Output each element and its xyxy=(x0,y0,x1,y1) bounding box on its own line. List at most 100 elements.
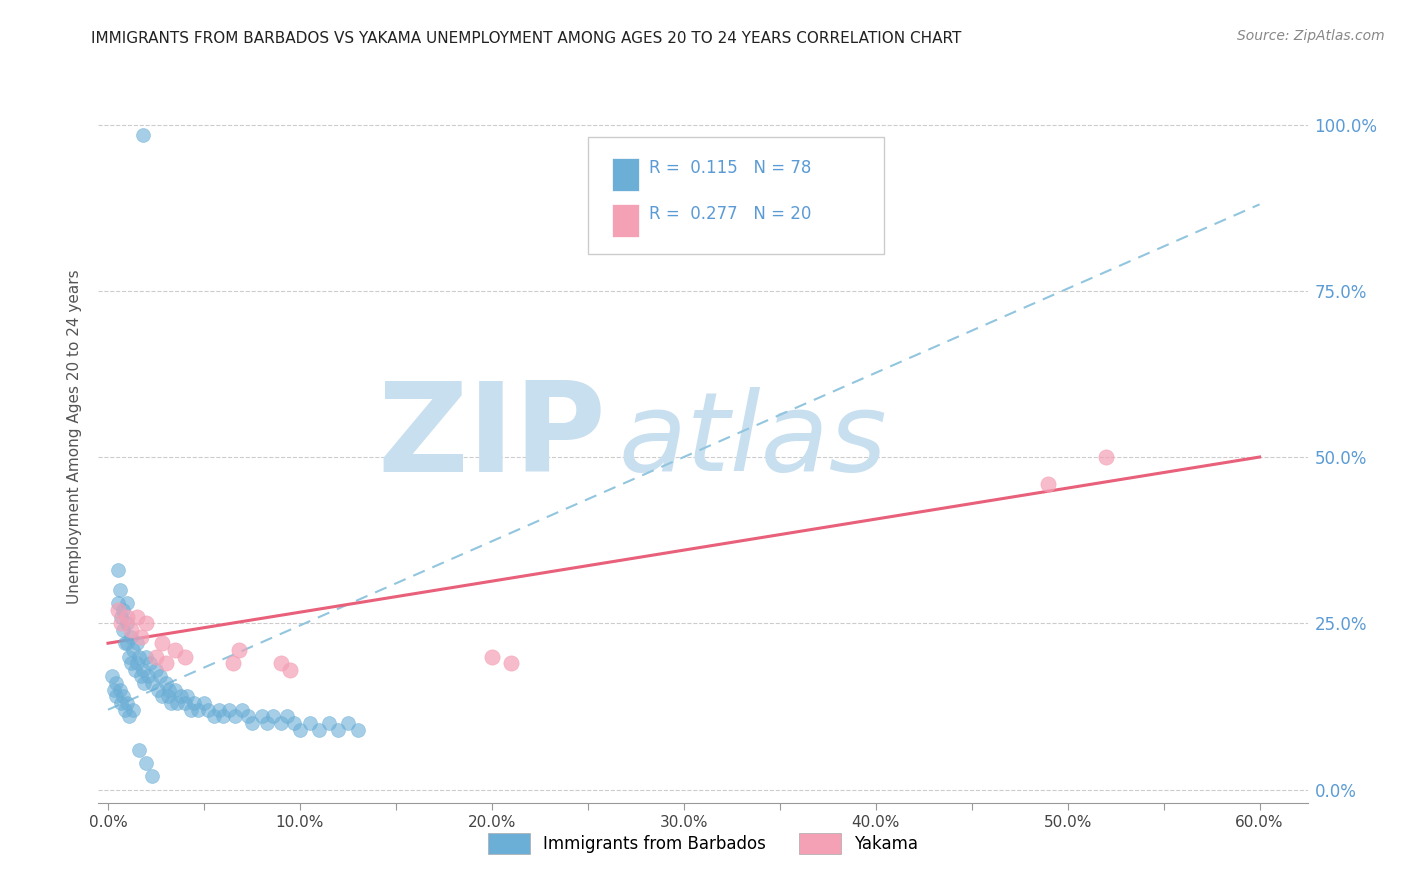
Point xyxy=(231,703,253,717)
Text: IMMIGRANTS FROM BARBADOS VS YAKAMA UNEMPLOYMENT AMONG AGES 20 TO 24 YEARS CORREL: IMMIGRANTS FROM BARBADOS VS YAKAMA UNEMP… xyxy=(91,31,962,46)
Point xyxy=(122,643,145,657)
Point xyxy=(112,603,135,617)
Point xyxy=(134,676,156,690)
Point xyxy=(1038,476,1060,491)
Point xyxy=(170,690,193,704)
Point xyxy=(141,769,163,783)
Point xyxy=(193,696,215,710)
Point xyxy=(141,676,163,690)
Point xyxy=(240,716,263,731)
Point xyxy=(173,649,195,664)
Point xyxy=(131,663,153,677)
Point xyxy=(159,682,181,697)
Point xyxy=(1095,450,1118,464)
Point xyxy=(110,696,132,710)
Point xyxy=(173,696,195,710)
Point xyxy=(197,703,219,717)
Point xyxy=(212,709,235,723)
Point xyxy=(280,663,302,677)
Point xyxy=(155,656,177,670)
Point xyxy=(139,656,162,670)
Point xyxy=(308,723,330,737)
Point xyxy=(218,703,240,717)
Point xyxy=(128,742,150,756)
Point xyxy=(156,690,179,704)
FancyBboxPatch shape xyxy=(588,137,884,254)
Point xyxy=(115,636,138,650)
Point xyxy=(120,656,142,670)
Point xyxy=(145,663,167,677)
Point xyxy=(124,663,146,677)
Point xyxy=(110,616,132,631)
Point xyxy=(149,669,172,683)
Point xyxy=(176,690,198,704)
Point xyxy=(262,709,284,723)
Text: atlas: atlas xyxy=(619,387,887,494)
Point xyxy=(288,723,311,737)
Point xyxy=(236,709,259,723)
Point xyxy=(135,756,157,770)
Point xyxy=(101,669,124,683)
Point xyxy=(115,616,138,631)
Point xyxy=(155,676,177,690)
Point xyxy=(125,656,148,670)
Point xyxy=(135,616,157,631)
Point xyxy=(136,669,159,683)
Point xyxy=(250,709,273,723)
Point xyxy=(108,582,131,597)
Point xyxy=(187,703,209,717)
Point xyxy=(115,596,138,610)
Point xyxy=(270,716,292,731)
Point xyxy=(336,716,359,731)
Point xyxy=(499,656,522,670)
Point xyxy=(104,676,127,690)
Point xyxy=(120,630,142,644)
Point xyxy=(160,696,183,710)
Point xyxy=(107,596,129,610)
Point xyxy=(110,609,132,624)
Point xyxy=(202,709,225,723)
Point xyxy=(150,690,173,704)
Point xyxy=(145,649,167,664)
Point xyxy=(115,696,138,710)
Point xyxy=(135,649,157,664)
Point xyxy=(146,682,169,697)
Point xyxy=(104,690,127,704)
Point xyxy=(107,563,129,577)
Legend: Immigrants from Barbados, Yakama: Immigrants from Barbados, Yakama xyxy=(481,827,925,860)
Point xyxy=(103,682,125,697)
Point xyxy=(328,723,350,737)
Point xyxy=(256,716,278,731)
Point xyxy=(346,723,368,737)
Point xyxy=(180,703,202,717)
Point xyxy=(481,649,503,664)
Point xyxy=(318,716,340,731)
Point xyxy=(118,649,141,664)
Point xyxy=(183,696,205,710)
Point xyxy=(122,703,145,717)
Point xyxy=(125,636,148,650)
Point xyxy=(276,709,298,723)
Text: R =  0.277   N = 20: R = 0.277 N = 20 xyxy=(648,205,811,223)
Point xyxy=(166,696,188,710)
Point xyxy=(118,709,141,723)
Point xyxy=(165,643,187,657)
Point xyxy=(112,690,135,704)
Bar xyxy=(613,203,638,236)
Point xyxy=(228,643,250,657)
Point xyxy=(131,128,153,142)
Point xyxy=(129,630,152,644)
Point xyxy=(165,682,187,697)
Text: Source: ZipAtlas.com: Source: ZipAtlas.com xyxy=(1237,29,1385,43)
Point xyxy=(150,636,173,650)
Point xyxy=(114,703,136,717)
Point xyxy=(108,682,131,697)
Point xyxy=(270,656,292,670)
Point xyxy=(125,609,148,624)
Point xyxy=(208,703,231,717)
Y-axis label: Unemployment Among Ages 20 to 24 years: Unemployment Among Ages 20 to 24 years xyxy=(67,269,83,605)
Text: R =  0.115   N = 78: R = 0.115 N = 78 xyxy=(648,159,811,178)
Point xyxy=(120,623,142,637)
Point xyxy=(298,716,321,731)
Point xyxy=(128,649,150,664)
